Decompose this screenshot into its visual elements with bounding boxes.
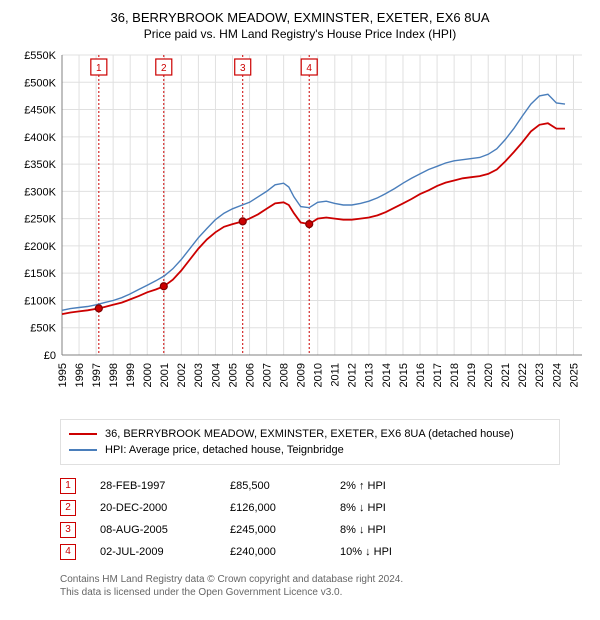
- svg-text:1997: 1997: [91, 363, 103, 387]
- svg-text:1995: 1995: [57, 363, 69, 387]
- event-row: 3 08-AUG-2005£245,0008% ↓ HPI: [60, 519, 560, 541]
- event-date: 02-JUL-2009: [100, 541, 230, 563]
- svg-text:£350K: £350K: [24, 159, 56, 171]
- chart-svg: £0 £50K £100K £150K £200K £250K £300K £350K £400…: [12, 49, 588, 409]
- legend-label-red: 36, BERRYBROOK MEADOW, EXMINSTER, EXETER…: [105, 428, 514, 440]
- svg-text:2006: 2006: [244, 363, 256, 387]
- svg-text:1999: 1999: [125, 363, 137, 387]
- svg-text:2017: 2017: [432, 363, 444, 387]
- event-date: 08-AUG-2005: [100, 519, 230, 541]
- svg-text:2008: 2008: [278, 363, 290, 387]
- event-row: 1 28-FEB-1997£85,5002% ↑ HPI: [60, 475, 560, 497]
- svg-text:1998: 1998: [108, 363, 120, 387]
- svg-text:2018: 2018: [449, 363, 461, 387]
- series-blue: [62, 94, 565, 310]
- title-subtitle: Price paid vs. HM Land Registry's House …: [12, 27, 588, 41]
- event-diff: 8% ↓ HPI: [340, 519, 560, 541]
- event-dot: [306, 221, 313, 228]
- svg-text:£50K: £50K: [30, 323, 56, 335]
- legend-row-red: 36, BERRYBROOK MEADOW, EXMINSTER, EXETER…: [69, 426, 551, 442]
- event-dot: [95, 305, 102, 312]
- event-number-box: 3: [60, 522, 76, 538]
- event-number-box: 1: [60, 478, 76, 494]
- svg-text:2010: 2010: [313, 363, 325, 387]
- footnote-line2: This data is licensed under the Open Gov…: [60, 586, 560, 599]
- svg-text:2024: 2024: [551, 363, 563, 387]
- svg-text:2014: 2014: [381, 363, 393, 387]
- event-number-box: 2: [60, 500, 76, 516]
- svg-text:1996: 1996: [74, 363, 86, 387]
- svg-text:£550K: £550K: [24, 50, 56, 62]
- svg-text:£450K: £450K: [24, 105, 56, 117]
- legend: 36, BERRYBROOK MEADOW, EXMINSTER, EXETER…: [60, 419, 560, 465]
- event-price: £240,000: [230, 541, 340, 563]
- svg-text:2011: 2011: [330, 363, 342, 387]
- svg-text:2025: 2025: [568, 363, 580, 387]
- svg-text:2003: 2003: [193, 363, 205, 387]
- footnote-line1: Contains HM Land Registry data © Crown c…: [60, 573, 560, 586]
- event-marker-number: 4: [306, 63, 312, 74]
- svg-text:£500K: £500K: [24, 77, 56, 89]
- svg-text:2020: 2020: [483, 363, 495, 387]
- event-date: 28-FEB-1997: [100, 475, 230, 497]
- event-number-box: 4: [60, 544, 76, 560]
- svg-text:2023: 2023: [534, 363, 546, 387]
- legend-swatch-red: [69, 433, 97, 435]
- event-diff: 2% ↑ HPI: [340, 475, 560, 497]
- svg-text:2012: 2012: [347, 363, 359, 387]
- events-table: 1 28-FEB-1997£85,5002% ↑ HPI 2 20-DEC-2000£…: [60, 475, 560, 563]
- chart-container: 36, BERRYBROOK MEADOW, EXMINSTER, EXETER…: [0, 0, 600, 607]
- svg-text:£0: £0: [44, 350, 56, 362]
- svg-text:£300K: £300K: [24, 186, 56, 198]
- svg-text:£200K: £200K: [24, 241, 56, 253]
- event-marker-number: 1: [96, 63, 102, 74]
- event-price: £85,500: [230, 475, 340, 497]
- legend-swatch-blue: [69, 449, 97, 451]
- legend-row-blue: HPI: Average price, detached house, Teig…: [69, 442, 551, 458]
- legend-label-blue: HPI: Average price, detached house, Teig…: [105, 444, 344, 456]
- chart-area: £0 £50K £100K £150K £200K £250K £300K £350K £400…: [12, 49, 588, 409]
- svg-text:2019: 2019: [466, 363, 478, 387]
- svg-text:£250K: £250K: [24, 214, 56, 226]
- svg-text:2022: 2022: [517, 363, 529, 387]
- footnote: Contains HM Land Registry data © Crown c…: [60, 573, 560, 599]
- event-marker-number: 3: [240, 63, 246, 74]
- svg-text:£150K: £150K: [24, 268, 56, 280]
- event-dot: [239, 218, 246, 225]
- title-block: 36, BERRYBROOK MEADOW, EXMINSTER, EXETER…: [12, 10, 588, 41]
- event-date: 20-DEC-2000: [100, 497, 230, 519]
- svg-text:2015: 2015: [398, 363, 410, 387]
- event-row: 2 20-DEC-2000£126,0008% ↓ HPI: [60, 497, 560, 519]
- svg-text:2005: 2005: [227, 363, 239, 387]
- svg-text:2001: 2001: [159, 363, 171, 387]
- svg-text:2013: 2013: [364, 363, 376, 387]
- svg-text:2016: 2016: [415, 363, 427, 387]
- svg-text:2009: 2009: [296, 363, 308, 387]
- svg-text:2021: 2021: [500, 363, 512, 387]
- svg-text:2000: 2000: [142, 363, 154, 387]
- event-row: 4 02-JUL-2009£240,00010% ↓ HPI: [60, 541, 560, 563]
- svg-text:2007: 2007: [261, 363, 273, 387]
- title-address: 36, BERRYBROOK MEADOW, EXMINSTER, EXETER…: [12, 10, 588, 25]
- event-price: £126,000: [230, 497, 340, 519]
- event-marker-number: 2: [161, 63, 167, 74]
- event-diff: 10% ↓ HPI: [340, 541, 560, 563]
- svg-text:2004: 2004: [210, 363, 222, 387]
- event-dot: [160, 283, 167, 290]
- event-diff: 8% ↓ HPI: [340, 497, 560, 519]
- svg-text:£100K: £100K: [24, 295, 56, 307]
- svg-text:£400K: £400K: [24, 132, 56, 144]
- event-price: £245,000: [230, 519, 340, 541]
- svg-text:2002: 2002: [176, 363, 188, 387]
